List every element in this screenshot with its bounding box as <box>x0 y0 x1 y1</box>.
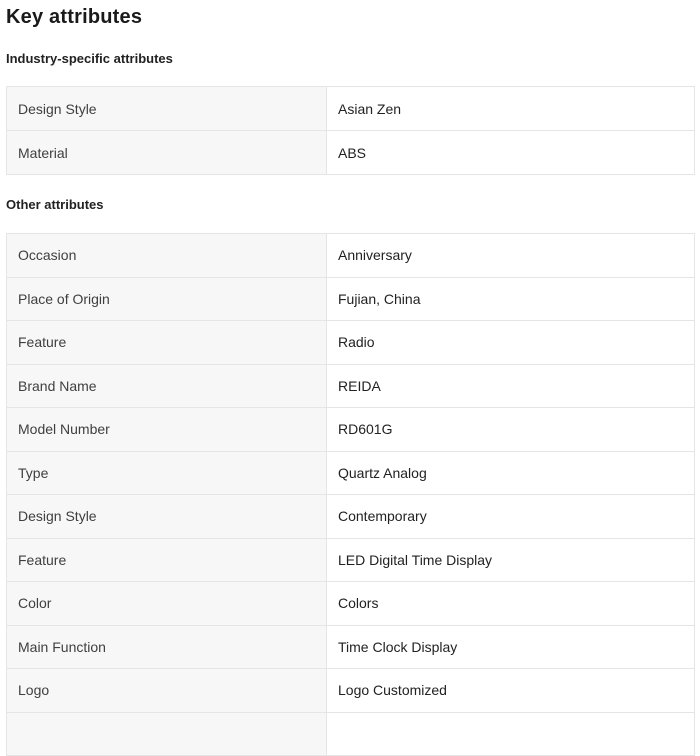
attribute-label-cell: Model Number <box>6 407 327 452</box>
table-row: Place of Origin Fujian, China <box>6 276 695 321</box>
table-row: Color Colors <box>6 581 695 626</box>
attribute-label-cell: Main Function <box>6 624 327 669</box>
attribute-label-cell <box>6 711 327 756</box>
attribute-value-cell: ABS <box>326 130 695 175</box>
attribute-value-cell: Anniversary <box>326 233 695 278</box>
attribute-value-cell: Asian Zen <box>326 86 695 131</box>
attribute-label-cell: Feature <box>6 320 327 365</box>
attribute-value-cell: RD601G <box>326 407 695 452</box>
industry-specific-attributes-table: Design Style Asian Zen Material ABS <box>6 86 695 175</box>
attribute-value-cell: REIDA <box>326 363 695 408</box>
attribute-value-cell: Logo Customized <box>326 668 695 713</box>
section-heading-other: Other attributes <box>6 197 104 212</box>
attribute-label-cell: Design Style <box>6 494 327 539</box>
attribute-label-cell: Design Style <box>6 86 327 131</box>
table-row: Occasion Anniversary <box>6 233 695 278</box>
table-row: Feature Radio <box>6 320 695 365</box>
attribute-value-cell: Contemporary <box>326 494 695 539</box>
table-row: Main Function Time Clock Display <box>6 624 695 669</box>
table-row: Feature LED Digital Time Display <box>6 537 695 582</box>
table-row: Logo Logo Customized <box>6 668 695 713</box>
attribute-value-cell: Time Clock Display <box>326 624 695 669</box>
attribute-value-cell: Quartz Analog <box>326 450 695 495</box>
attribute-value-cell: LED Digital Time Display <box>326 537 695 582</box>
attribute-label-cell: Type <box>6 450 327 495</box>
table-row: Brand Name REIDA <box>6 363 695 408</box>
table-row: Type Quartz Analog <box>6 450 695 495</box>
attribute-value-cell <box>326 711 695 756</box>
attribute-label-cell: Logo <box>6 668 327 713</box>
attribute-label-cell: Material <box>6 130 327 175</box>
attribute-label-cell: Occasion <box>6 233 327 278</box>
table-row: Material ABS <box>6 130 695 175</box>
attribute-label-cell: Feature <box>6 537 327 582</box>
attribute-label-cell: Brand Name <box>6 363 327 408</box>
table-row: Design Style Asian Zen <box>6 86 695 131</box>
attribute-label-cell: Place of Origin <box>6 276 327 321</box>
table-row: Model Number RD601G <box>6 407 695 452</box>
section-heading-industry-specific: Industry-specific attributes <box>6 51 173 66</box>
table-row-clipped <box>6 711 695 756</box>
attribute-label-cell: Color <box>6 581 327 626</box>
attribute-value-cell: Fujian, China <box>326 276 695 321</box>
attribute-value-cell: Colors <box>326 581 695 626</box>
other-attributes-table: Occasion Anniversary Place of Origin Fuj… <box>6 233 695 756</box>
table-row: Design Style Contemporary <box>6 494 695 539</box>
page-title: Key attributes <box>6 6 143 28</box>
attribute-value-cell: Radio <box>326 320 695 365</box>
